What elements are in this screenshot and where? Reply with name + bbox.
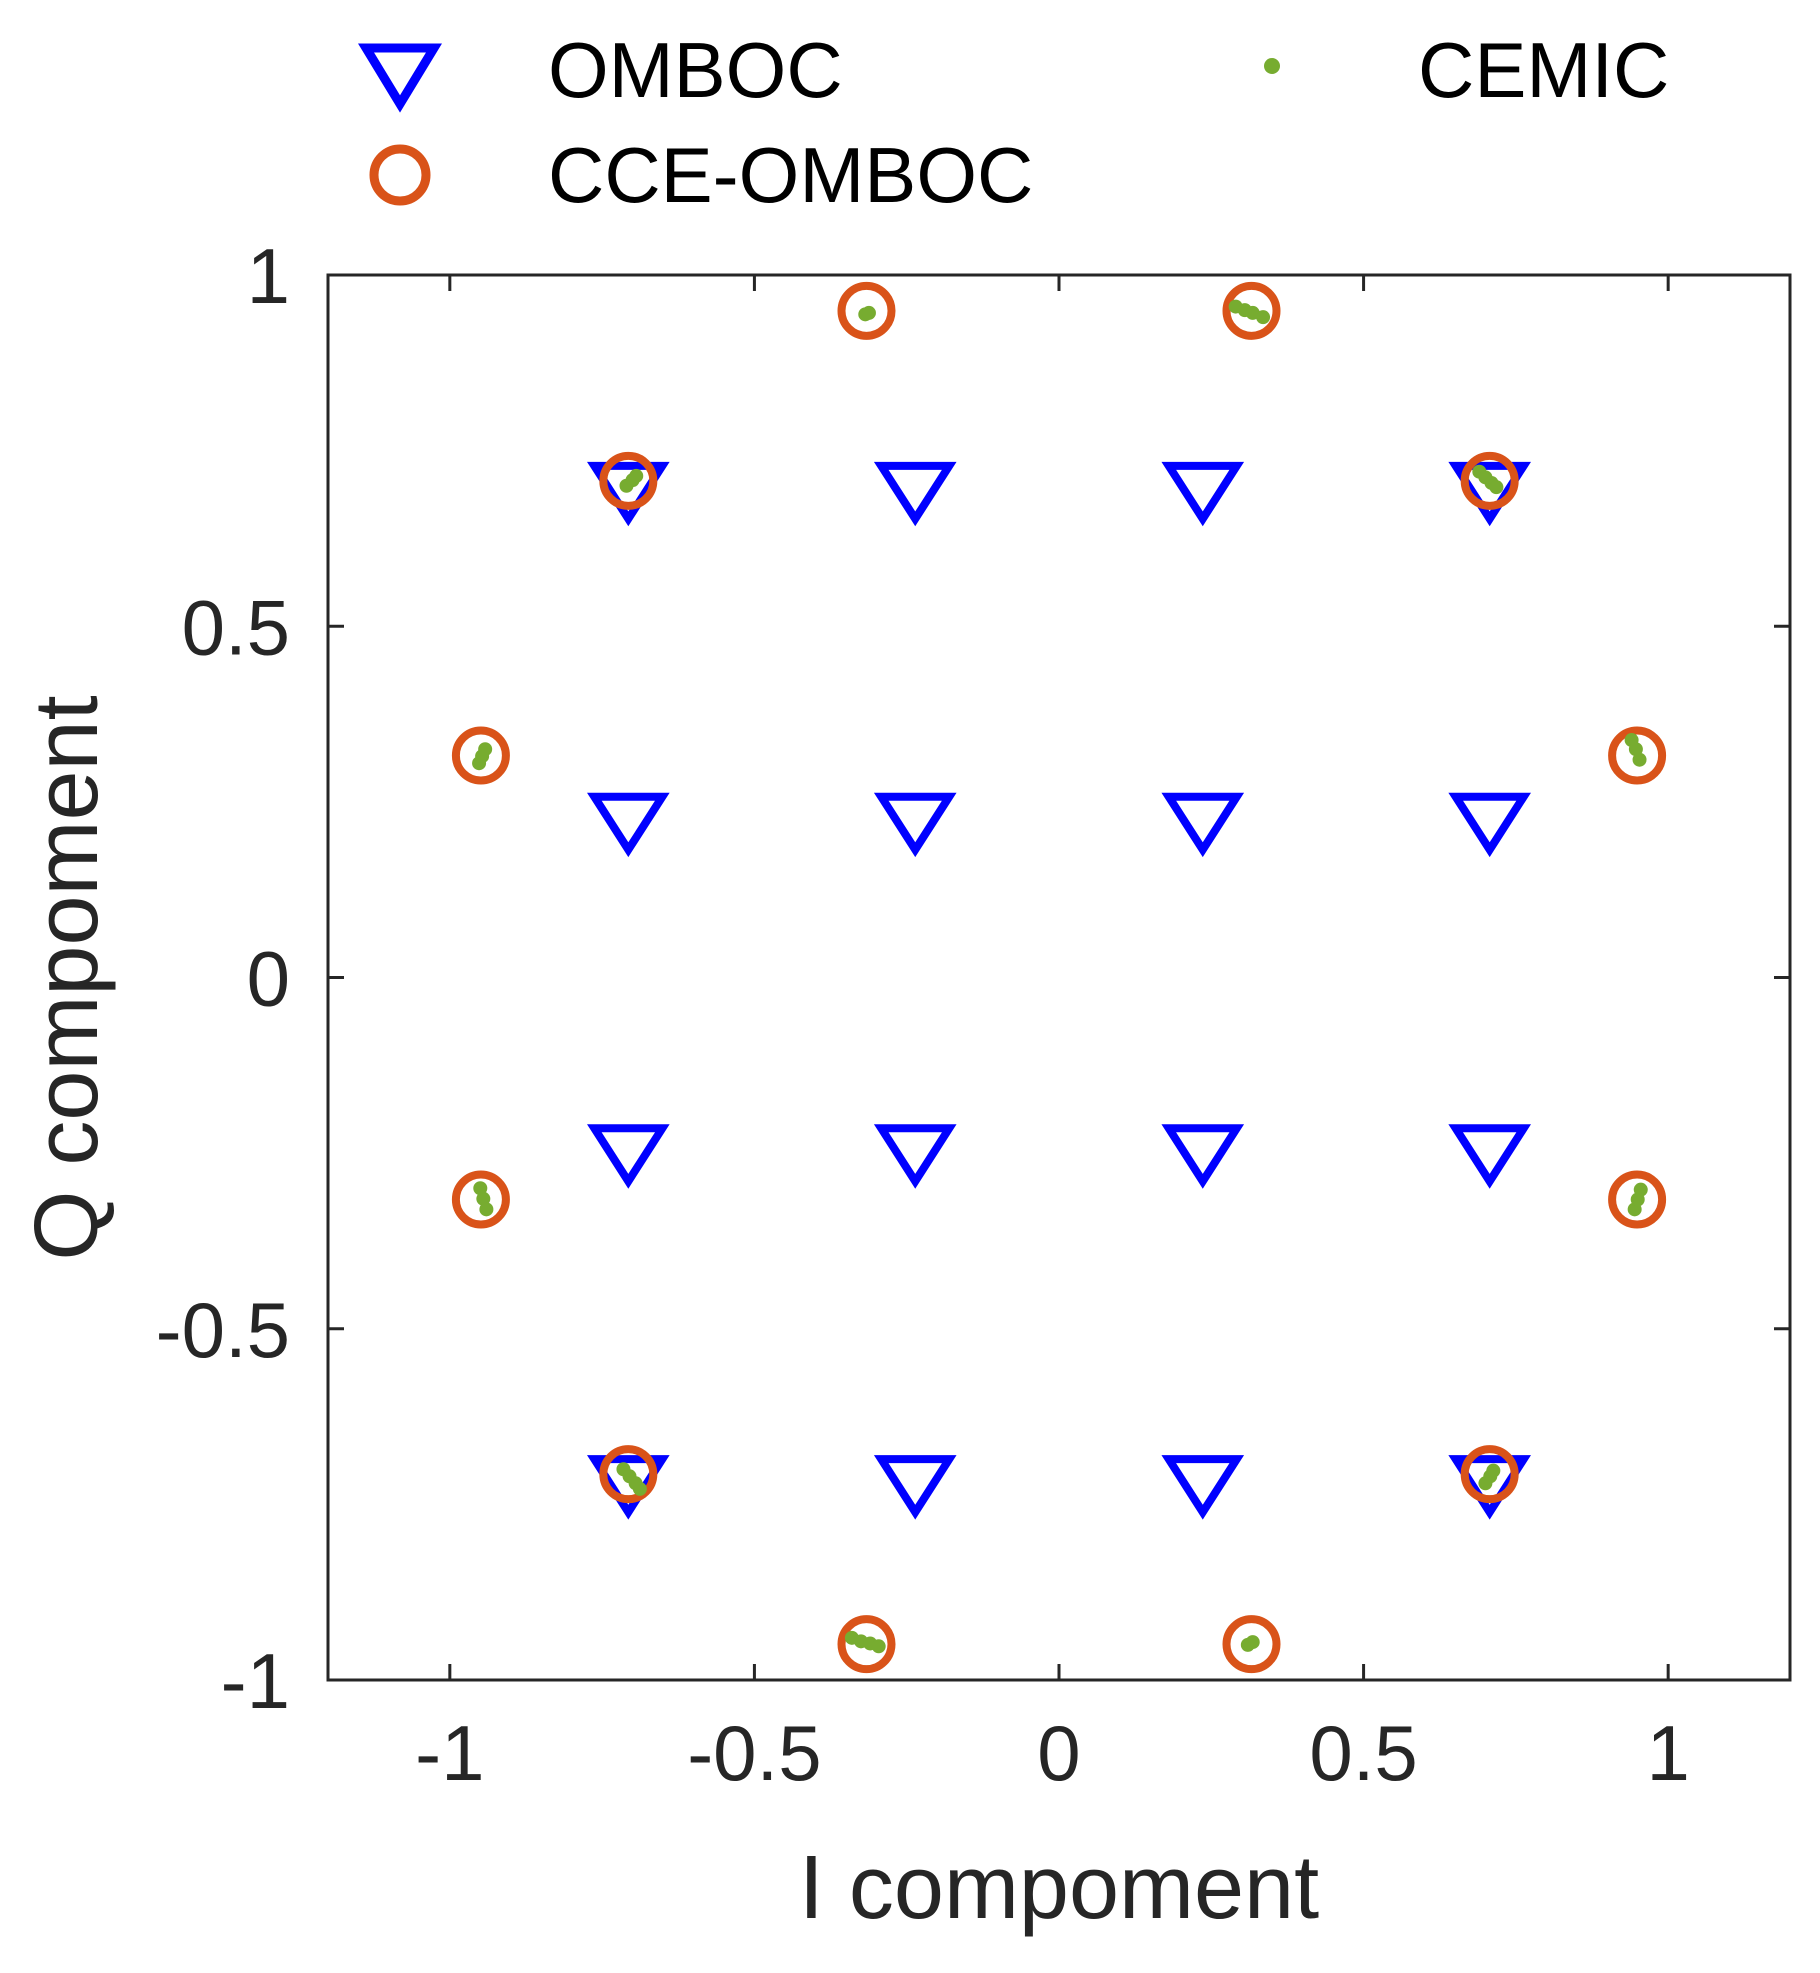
cemic-point: [1256, 310, 1271, 325]
cemic-point: [871, 1639, 886, 1654]
legend-entry-omboc: OMBOC: [358, 26, 843, 114]
x-tick-label: 0.5: [1309, 1709, 1417, 1797]
omboc-point: [873, 792, 957, 858]
omboc-point: [587, 1124, 670, 1189]
omboc-point: [1161, 792, 1245, 858]
x-axis-label: I compoment: [799, 1838, 1319, 1938]
series-omboc: [587, 461, 1531, 1520]
axis-tick-labels: -1 -0.5 0 0.5 1 -1 -0.5 0 0.5 1: [156, 232, 1690, 1797]
axis-ticks: [328, 273, 1790, 1682]
cemic-point: [629, 468, 644, 483]
omboc-point: [1448, 1124, 1531, 1189]
x-tick-label: -0.5: [687, 1709, 821, 1797]
omboc-point: [587, 792, 670, 858]
cce-omboc-point: [451, 1170, 510, 1229]
y-tick-label: 0.5: [182, 583, 290, 671]
legend-entry-cemic: CEMIC: [1264, 26, 1669, 114]
y-tick-label: -1: [221, 1637, 290, 1725]
cemic-point: [473, 1181, 488, 1196]
cce-omboc-point: [1222, 1615, 1281, 1674]
series-cemic: [472, 299, 1648, 1654]
y-tick-label: -0.5: [156, 1286, 290, 1374]
omboc-point: [873, 1455, 957, 1520]
legend-marker-omboc: [358, 43, 442, 113]
cemic-point: [1628, 742, 1643, 757]
legend-marker-cemic: [1264, 58, 1280, 74]
omboc-point: [1448, 792, 1531, 858]
legend-entry-cce-omboc: CCE-OMBOC: [369, 131, 1033, 219]
cce-omboc-point: [1460, 1445, 1519, 1504]
series-layer: [451, 281, 1667, 1674]
legend-marker-cce-omboc: [369, 144, 431, 206]
omboc-point: [873, 1124, 957, 1189]
cemic-point: [478, 742, 493, 757]
cce-omboc-point: [599, 451, 658, 510]
cemic-point: [861, 305, 876, 320]
y-axis-label: Q compoment: [17, 695, 117, 1260]
y-tick-label: 1: [247, 232, 290, 320]
cemic-point: [632, 1481, 647, 1496]
cemic-point: [476, 1191, 491, 1206]
legend-label-cce-omboc: CCE-OMBOC: [548, 131, 1033, 219]
omboc-point: [1161, 1124, 1245, 1189]
cce-omboc-point: [1608, 1170, 1667, 1229]
cemic-point: [1486, 1463, 1501, 1478]
x-tick-label: 0: [1037, 1709, 1080, 1797]
omboc-point: [873, 461, 957, 527]
omboc-point: [1448, 461, 1531, 527]
cemic-point: [1633, 1182, 1648, 1197]
cemic-point: [479, 1202, 494, 1217]
cemic-point: [1245, 1635, 1260, 1650]
cce-omboc-point: [599, 1445, 658, 1504]
legend-label-cemic: CEMIC: [1418, 26, 1669, 114]
plot-area-frame: [326, 273, 1792, 1682]
omboc-point: [1161, 461, 1245, 527]
cce-omboc-point: [837, 1615, 896, 1674]
cce-omboc-point: [451, 726, 510, 785]
series-cce-omboc: [451, 281, 1667, 1674]
omboc-point: [1448, 1455, 1531, 1520]
legend: OMBOC CCE-OMBOC CEMIC: [358, 26, 1669, 219]
x-tick-label: -1: [415, 1709, 484, 1797]
omboc-point: [1161, 1455, 1245, 1520]
cce-omboc-point: [1460, 451, 1519, 510]
cemic-point: [1489, 480, 1504, 495]
cce-omboc-point: [1222, 281, 1281, 340]
cce-omboc-point: [837, 281, 896, 340]
x-tick-label: 1: [1646, 1709, 1689, 1797]
legend-label-omboc: OMBOC: [548, 26, 843, 114]
cemic-point: [1632, 752, 1647, 767]
omboc-point: [587, 461, 670, 527]
cce-omboc-point: [1608, 726, 1667, 785]
y-tick-label: 0: [247, 935, 290, 1023]
